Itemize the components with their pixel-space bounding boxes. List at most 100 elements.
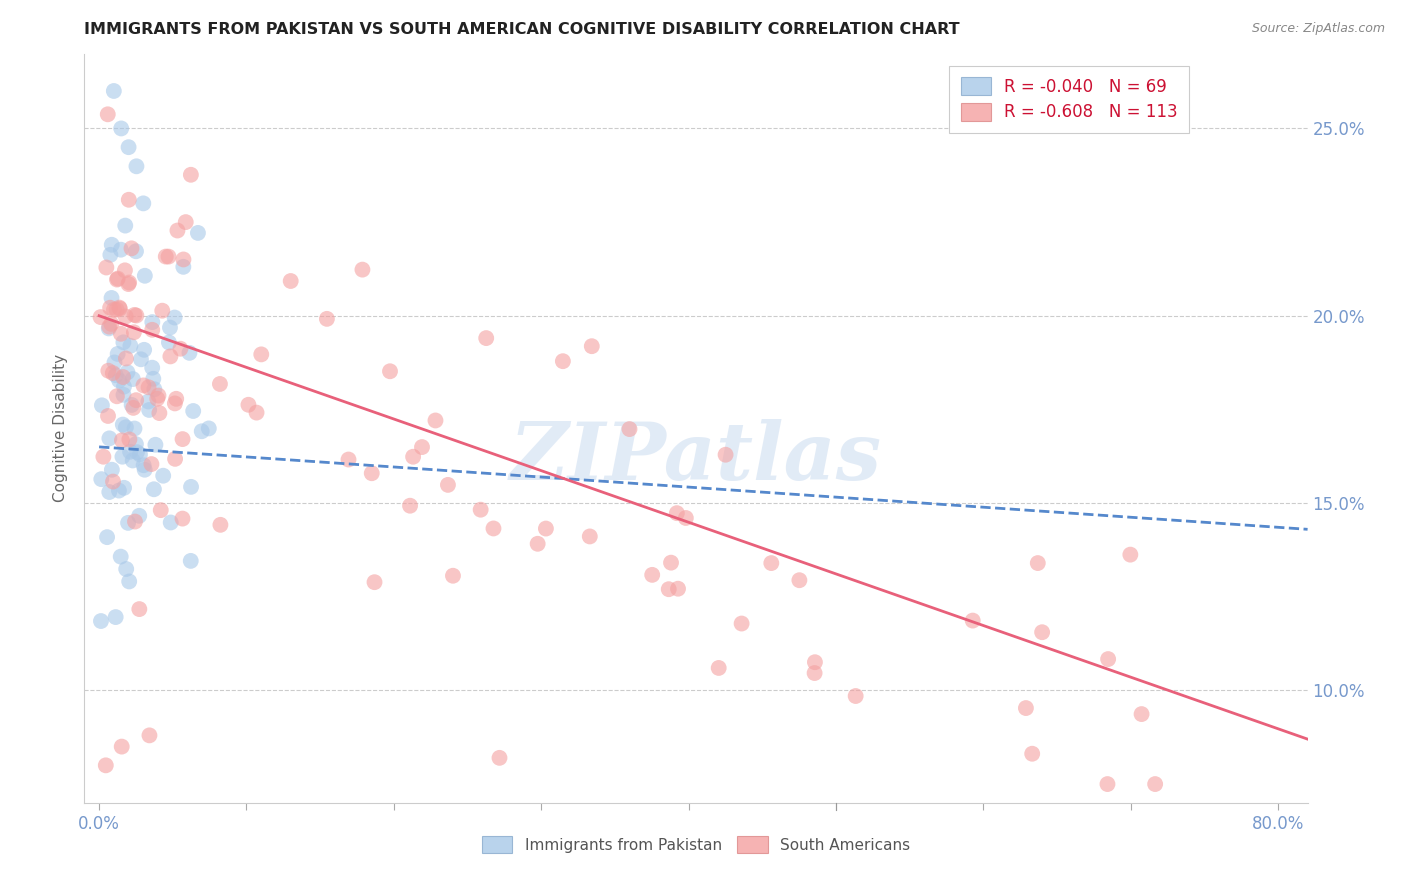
Point [118,433,141,447]
Point [128,508,150,523]
Point [159,350,181,364]
Point [666,582,689,596]
Point [124,308,146,322]
Point [280,274,302,288]
Point [172,260,194,274]
Point [179,346,201,360]
Point [112,370,135,384]
Point [730,616,752,631]
Point [142,483,165,497]
Point [110,326,132,341]
Point [90,398,112,412]
Point [108,301,131,316]
Point [172,432,194,446]
Point [150,303,173,318]
Point [138,403,160,417]
Point [124,421,146,435]
Point [141,360,163,375]
Point [108,301,131,315]
Point [125,159,148,173]
Point [378,364,401,378]
Text: IMMIGRANTS FROM PAKISTAN VS SOUTH AMERICAN COGNITIVE DISABILITY CORRELATION CHAR: IMMIGRANTS FROM PAKISTAN VS SOUTH AMERIC… [84,22,960,37]
Point [1015,701,1038,715]
Point [172,252,194,267]
Point [125,309,148,323]
Point [488,751,510,765]
Point [578,529,600,543]
Text: Source: ZipAtlas.com: Source: ZipAtlas.com [1251,22,1385,36]
Point [117,516,139,530]
Point [141,315,163,329]
Point [103,302,125,317]
Point [125,437,148,451]
Point [114,219,136,233]
Point [250,347,273,361]
Point [115,562,138,576]
Point [209,517,232,532]
Point [110,121,132,136]
Point [581,339,603,353]
Point [238,398,260,412]
Point [96,530,118,544]
Point [111,450,134,464]
Point [245,406,267,420]
Point [163,310,186,325]
Point [165,392,187,406]
Point [114,263,136,277]
Point [125,244,148,259]
Point [352,262,374,277]
Point [90,472,112,486]
Point [90,614,112,628]
Point [112,481,135,495]
Point [115,420,138,434]
Point [425,413,447,427]
Point [526,537,548,551]
Point [1097,652,1119,666]
Point [96,260,118,275]
Point [148,406,170,420]
Point [111,417,134,432]
Point [190,424,212,438]
Point [108,374,131,388]
Point [111,739,134,754]
Point [104,368,127,383]
Point [110,549,132,564]
Point [134,343,156,357]
Point [112,379,135,393]
Point [97,364,120,378]
Point [146,392,169,406]
Text: ZIPatlas: ZIPatlas [510,419,882,497]
Point [103,84,125,98]
Point [110,243,132,257]
Point [138,394,160,409]
Point [482,521,505,535]
Point [100,317,122,331]
Point [118,193,141,207]
Point [152,468,174,483]
Point [163,396,186,410]
Point [97,321,120,335]
Point [132,196,155,211]
Point [128,602,150,616]
Point [121,241,143,255]
Point [107,347,129,361]
Point [619,422,641,436]
Point [122,372,145,386]
Point [134,463,156,477]
Point [1119,548,1142,562]
Point [121,453,143,467]
Point [124,515,146,529]
Point [174,215,197,229]
Point [98,301,121,315]
Point [180,168,202,182]
Point [105,272,128,286]
Point [1021,747,1043,761]
Point [316,311,339,326]
Point [707,661,730,675]
Point [399,499,422,513]
Point [111,434,134,448]
Point [129,448,152,462]
Point [180,480,202,494]
Point [125,393,148,408]
Point [122,401,145,415]
